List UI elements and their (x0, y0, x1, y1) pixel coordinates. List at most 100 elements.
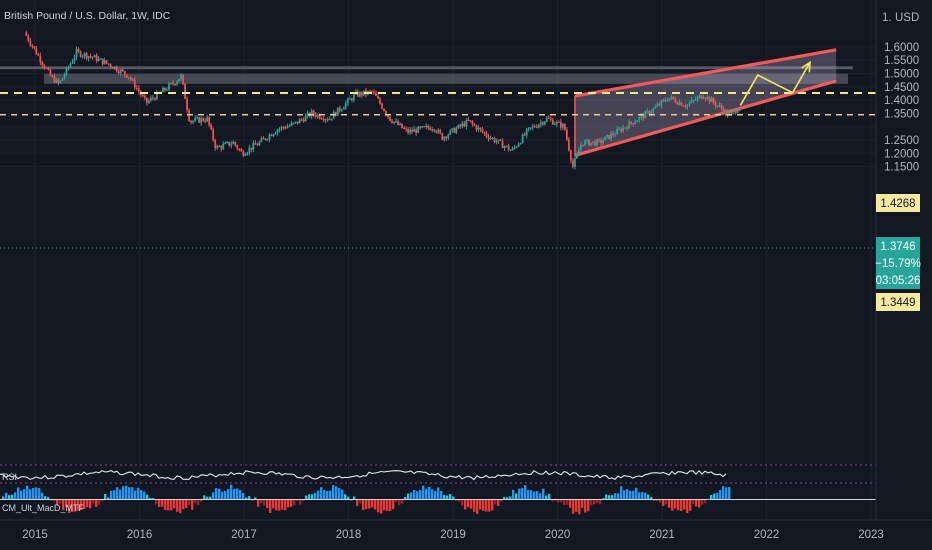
candle-body (407, 129, 410, 133)
candle-body (208, 116, 211, 125)
macd-histogram-bar (428, 486, 431, 499)
macd-histogram-bar (95, 500, 98, 508)
candle-body (513, 147, 516, 149)
candle-body (53, 76, 56, 83)
candle-body (47, 68, 50, 70)
candle-body (433, 129, 436, 131)
macd-histogram-bar (17, 487, 20, 499)
macd-histogram-bar (446, 495, 449, 499)
macd-histogram-bar (413, 489, 416, 499)
projection-zigzag[interactable] (739, 61, 811, 106)
candle-body (164, 87, 166, 91)
macd-histogram-bar (308, 494, 311, 499)
macd-histogram-bar (629, 490, 632, 499)
macd-histogram-bar (569, 500, 572, 508)
zones (0, 66, 853, 84)
macd-histogram-bar (179, 500, 182, 514)
macd-histogram-bar (401, 500, 404, 504)
candle-body (505, 145, 508, 147)
candle-body (260, 138, 263, 142)
candle-body (555, 121, 558, 124)
candle-body (37, 54, 40, 56)
candle-body (449, 130, 452, 135)
macd-histogram-bar (677, 500, 680, 511)
support-label: 1.3449 (880, 297, 915, 309)
macd-histogram-bar (329, 490, 332, 499)
candle-body (220, 146, 223, 149)
candle-body (628, 121, 631, 129)
candle-body (328, 118, 331, 120)
candle-body (178, 79, 180, 82)
macd-histogram-bar (518, 488, 521, 499)
candle-body (650, 112, 653, 115)
horizontal-levels[interactable] (0, 91, 876, 249)
macd-histogram-bar (581, 500, 584, 508)
candle-body (618, 128, 621, 130)
candle-body (87, 56, 90, 59)
candle-body (467, 119, 470, 121)
macd-histogram-bar (635, 487, 638, 499)
candle-body (726, 110, 729, 116)
candle-body (210, 124, 213, 130)
candle-body (360, 92, 363, 96)
candle-body (373, 91, 375, 93)
candle-body (578, 149, 580, 154)
macd-histogram-bar (719, 489, 722, 499)
candle-body (300, 119, 303, 121)
candle-body (716, 105, 719, 107)
macd-histogram-bar (461, 500, 464, 506)
macd-histogram-bar (206, 496, 209, 499)
macd-histogram-bar (8, 495, 11, 499)
candle-body (501, 140, 504, 149)
macd-histogram-bar (533, 491, 536, 499)
current-price-box (876, 237, 920, 289)
candle-body (696, 97, 699, 100)
macd-histogram-bar (503, 496, 506, 499)
macd-histogram-bar (620, 486, 623, 499)
candle-body (459, 124, 462, 127)
macd-histogram-bar (221, 491, 224, 499)
candle-body (274, 132, 277, 135)
channel-upper-line[interactable] (574, 48, 837, 98)
time-axis[interactable]: 2015 2016 2017 2018 2019 2020 2021 2022 2023 (0, 519, 932, 550)
candle-body (25, 32, 28, 36)
candle-body (584, 140, 586, 146)
macd-histogram-bar (344, 494, 347, 499)
candle-body (732, 110, 735, 113)
macd-histogram-bar (14, 492, 17, 499)
macd-histogram-bar (509, 496, 512, 499)
candle-body (244, 154, 247, 156)
macd-histogram-bar (245, 497, 248, 499)
candle-body (586, 139, 588, 141)
candle-body (610, 133, 612, 140)
candle-body (682, 105, 685, 107)
candle-body (39, 55, 42, 63)
candle-body (67, 66, 70, 68)
projection-path[interactable] (739, 60, 811, 106)
candle-body (559, 121, 562, 128)
macd-histogram-bar (350, 500, 353, 501)
candle-body (471, 121, 474, 124)
candle-body (698, 95, 701, 98)
candle-body (738, 108, 741, 111)
candle-body (447, 134, 450, 139)
macd-histogram-bar (524, 485, 527, 499)
candle-body (77, 49, 80, 52)
candle-body (503, 146, 506, 149)
macd-histogram-bar (44, 496, 47, 499)
macd-histogram-bar (434, 491, 437, 499)
macd-histogram-bar (650, 497, 653, 499)
macd-histogram-bar (545, 495, 548, 499)
candle-body (445, 136, 448, 139)
candle-body (620, 128, 623, 132)
macd-histogram-bar (383, 500, 386, 511)
candle-body (125, 74, 128, 78)
candle-body (85, 53, 88, 59)
macd-histogram-bar (320, 487, 323, 499)
candle-body (292, 122, 295, 124)
candle-body (630, 121, 633, 124)
candle-body (714, 102, 717, 106)
candle-body (214, 140, 217, 149)
candle-body (427, 125, 430, 128)
